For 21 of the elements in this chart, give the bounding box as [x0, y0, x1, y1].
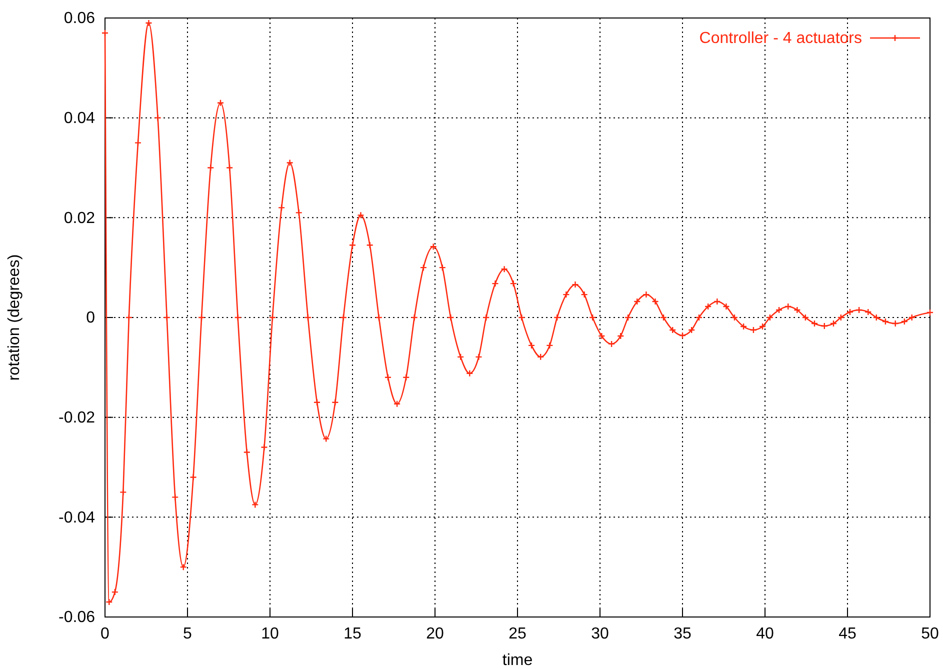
y-tick-label: -0.04 [58, 509, 96, 526]
legend-label: Controller - 4 actuators [699, 30, 862, 47]
x-tick-label: 15 [344, 625, 362, 642]
x-tick-label: 20 [426, 625, 444, 642]
y-tick-label: -0.06 [58, 609, 96, 626]
x-tick-label: 50 [921, 625, 939, 642]
x-tick-label: 0 [100, 625, 110, 642]
y-tick-label: 0.04 [64, 110, 96, 127]
x-tick-label: 30 [591, 625, 609, 642]
y-tick-label: -0.02 [58, 409, 96, 426]
y-tick-label: 0.02 [64, 210, 96, 227]
y-tick-label: 0.06 [64, 10, 96, 28]
x-tick-label: 25 [508, 625, 526, 642]
y-axis-title: rotation (degrees) [6, 254, 23, 381]
x-axis-title: time [502, 652, 533, 669]
x-tick-label: 5 [183, 625, 192, 642]
x-tick-label: 10 [261, 625, 279, 642]
x-tick-label: 40 [756, 625, 774, 642]
y-tick-label: 0 [86, 310, 96, 327]
x-tick-label: 45 [838, 625, 856, 642]
x-tick-label: 35 [674, 625, 692, 642]
